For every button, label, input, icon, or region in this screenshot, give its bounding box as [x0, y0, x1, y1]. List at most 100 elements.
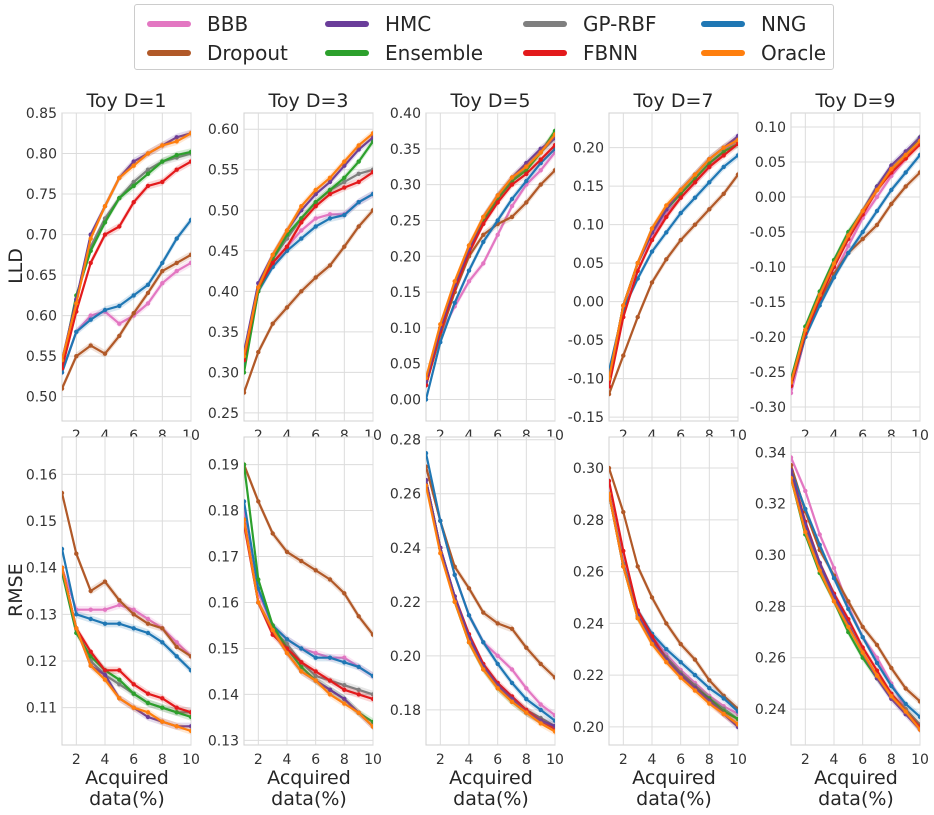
panel-5-point-nng-4	[831, 275, 837, 280]
panel-1-point-bbb-8	[160, 281, 165, 286]
panel-3-point-fbnn-9	[538, 157, 543, 162]
panel-10-point-oracle-1	[791, 475, 794, 481]
panel-7-point-dropout-10	[370, 632, 373, 637]
panel-3-ytick-label-0-30: 0.30	[390, 178, 421, 194]
panel-3-series-group	[426, 127, 555, 404]
panel-1-point-hmc-9	[174, 135, 179, 140]
panel-1-line-fbnn	[62, 160, 191, 369]
panel-2-point-gp-rbf-8	[342, 179, 347, 185]
panel-8-ytick-label-0-18: 0.18	[390, 703, 421, 719]
panel-1-point-ensemble-3	[88, 248, 93, 253]
panel-8-xtick-label-8: 8	[522, 752, 531, 768]
panel-4-point-dropout-6	[678, 237, 683, 243]
panel-7-ytick-label-0-13: 0.13	[208, 733, 239, 749]
panel-1-point-bbb-10	[188, 260, 191, 266]
panel-9-line-oracle	[609, 493, 738, 726]
panel-5-xtick-label-6: 6	[858, 428, 867, 444]
panel-1-line-oracle	[62, 132, 191, 361]
panel-10-rmse: 2 4 6 8 10 0.24 0.26 0.28 0.30 0.32 0.34	[755, 436, 929, 768]
panel-10-point-hmc-1	[791, 468, 794, 473]
panel-7-point-ensemble-1	[244, 462, 247, 467]
panel-4-point-fbnn-6	[678, 195, 683, 200]
panel-4-point-dropout-8	[707, 207, 712, 212]
panel-2-point-hmc-10	[370, 135, 373, 140]
x-axis-title-5: Acquired data(%)	[814, 767, 898, 810]
panel-2-xtick-label-4: 4	[283, 428, 292, 444]
panel-5-ytick-label-0-30: -0.30	[750, 400, 786, 416]
panel-9-point-oracle-10	[735, 722, 738, 727]
panel-3-point-fbnn-1	[426, 383, 429, 388]
panel-6-point-fbnn-8	[160, 696, 165, 701]
legend-swatch-fbnn	[523, 50, 567, 56]
panel-1-point-oracle-8	[160, 143, 165, 148]
panel-10-point-bbb-1	[791, 455, 794, 460]
panel-7-point-oracle-10	[370, 724, 373, 729]
panel-6-point-bbb-5	[117, 602, 122, 608]
panel-6-point-fbnn-4	[102, 668, 108, 673]
panel-1-point-fbnn-7	[145, 183, 151, 189]
panel-6-ytick-label-0-11: 0.11	[26, 701, 57, 717]
panel-1-ytick-label-0-65: 0.65	[26, 268, 57, 284]
panel-7-point-oracle-7	[327, 692, 333, 697]
panel-8-point-bbb-8	[524, 686, 529, 691]
panel-1-point-oracle-6	[131, 163, 136, 168]
panel-8-point-nng-6	[495, 661, 500, 667]
panel-3-ytick-label-0-10: 0.10	[390, 321, 421, 337]
panel-6-ytick-label-0-15: 0.15	[26, 514, 57, 530]
panel-7-point-fbnn-10	[370, 696, 373, 702]
panel-6-ytick-label-0-16: 0.16	[26, 467, 57, 483]
panel-6-point-oracle-9	[174, 724, 179, 729]
panel-8-point-oracle-7	[509, 699, 515, 704]
panel-1-point-fbnn-8	[160, 179, 165, 185]
panel-10-point-nng-10	[917, 714, 920, 719]
panel-3-lld: 2 4 6 8 100.000.050.100.150.200.250.300.350.…	[390, 90, 564, 444]
panel-10-line-oracle	[791, 477, 920, 731]
panel-9-xtick-label-4: 4	[648, 752, 657, 768]
panel-8-point-dropout-5	[481, 610, 486, 615]
panel-2-series-group	[244, 129, 373, 397]
panel-1-band-dropout	[62, 251, 191, 393]
panel-9-point-dropout-6	[678, 641, 683, 647]
panel-3-line-fbnn	[426, 144, 555, 386]
panel-3-ytick-label-0-20: 0.20	[390, 249, 421, 265]
panel-8-point-oracle-8	[524, 710, 529, 715]
panel-1-lld: 2 4 6 8 100.500.550.600.650.700.750.800.85To…	[26, 90, 200, 444]
panel-4-ytick-label-0-05: 0.05	[573, 256, 604, 272]
panel-5-point-dropout-6	[860, 236, 865, 242]
panel-9-point-oracle-3	[635, 616, 640, 621]
panel-1-ytick-label-0-55: 0.55	[26, 349, 57, 365]
panel-8-point-dropout-4	[466, 586, 472, 591]
panel-10-point-nng-6	[860, 635, 865, 640]
panel-4-point-hmc-10	[735, 133, 738, 139]
panel-3-point-bbb-7	[509, 203, 515, 209]
panel-6-point-nng-1	[62, 546, 65, 552]
panel-7-line-dropout	[244, 464, 373, 636]
panel-8-point-bbb-6	[495, 653, 500, 658]
legend-swatch-oracle	[701, 50, 745, 56]
panel-2-point-ensemble-10	[370, 139, 373, 144]
panel-8-point-nng-3	[452, 572, 457, 577]
panel-7-point-oracle-6	[313, 678, 318, 683]
panel-5-point-hmc-10	[917, 135, 920, 140]
panel-6-point-ensemble-9	[174, 710, 179, 715]
panel-2-point-bbb-7	[327, 212, 333, 217]
panel-8-ytick-label-0-22: 0.22	[390, 595, 421, 611]
panel-10-xtick-label-10: 10	[911, 752, 929, 768]
panel-7-point-fbnn-7	[327, 678, 333, 683]
legend-label-dropout: Dropout	[207, 41, 288, 65]
panel-6-point-fbnn-10	[188, 710, 191, 715]
panel-3-xtick-label-6: 6	[493, 428, 502, 444]
panel-10-ytick-label-0-32: 0.32	[755, 497, 786, 513]
panel-1-point-ensemble-4	[102, 220, 108, 225]
panel-1-point-ensemble-7	[145, 171, 151, 176]
panel-9-point-fbnn-1	[609, 478, 612, 484]
panel-2-point-oracle-1	[244, 354, 247, 359]
panel-6-point-fbnn-7	[145, 691, 151, 696]
panel-2-ytick-label-0-50: 0.50	[208, 203, 239, 219]
panel-9-point-oracle-7	[692, 688, 698, 693]
panel-2-ytick-label-0-40: 0.40	[208, 284, 239, 300]
panel-7-point-gp-rbf-10	[370, 692, 373, 697]
panel-5-point-oracle-2	[803, 327, 808, 333]
panel-2-point-fbnn-9	[356, 179, 361, 185]
panel-5-ytick-label-0-05: 0.05	[755, 155, 786, 171]
